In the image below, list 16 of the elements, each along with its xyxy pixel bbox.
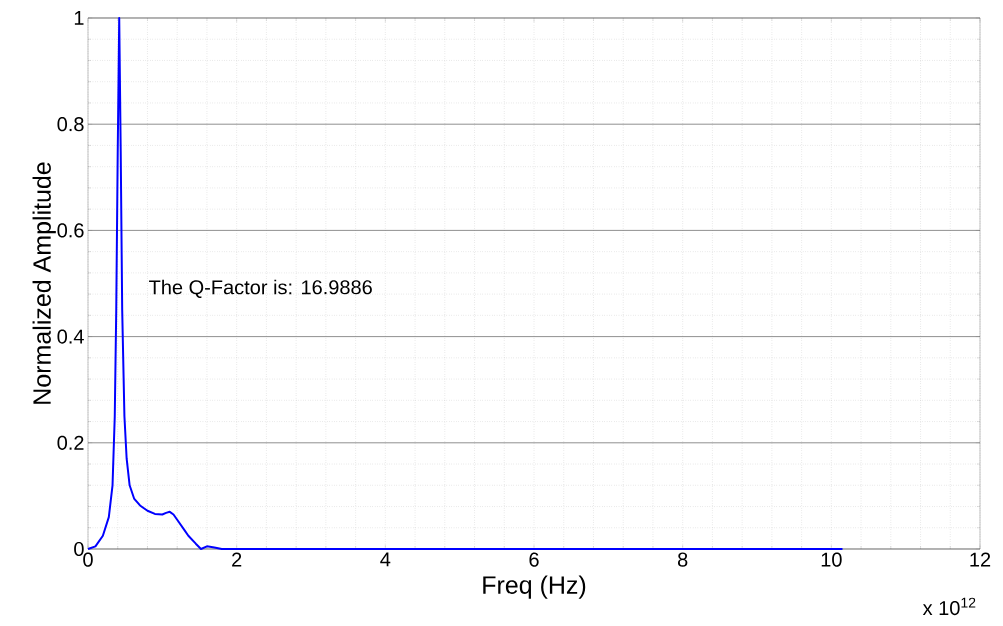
- x-tick-label: 8: [677, 552, 688, 567]
- y-tick-label: 0.6: [57, 223, 84, 238]
- y-axis-title: Normalized Amplitude: [32, 162, 56, 404]
- x-tick-label: 2: [232, 552, 242, 567]
- x-tick-label: 10: [821, 552, 842, 567]
- y-tick-label: 0: [74, 541, 84, 557]
- text: x 10$^{12}$: [922, 597, 976, 616]
- x-axis-title: Freq (Hz): [483, 575, 586, 599]
- x-tick-label: 4: [380, 552, 391, 567]
- annotation: The Q-Factor is: 16.9886: [149, 279, 372, 298]
- x-tick-label: 6: [529, 552, 539, 567]
- y-tick-label: 1: [74, 11, 84, 25]
- y-tick-label: 0.8: [57, 117, 84, 132]
- x-tick-label: 12: [970, 552, 991, 567]
- y-tick-label: 0.2: [57, 435, 84, 450]
- y-tick-label: 0.4: [57, 329, 84, 344]
